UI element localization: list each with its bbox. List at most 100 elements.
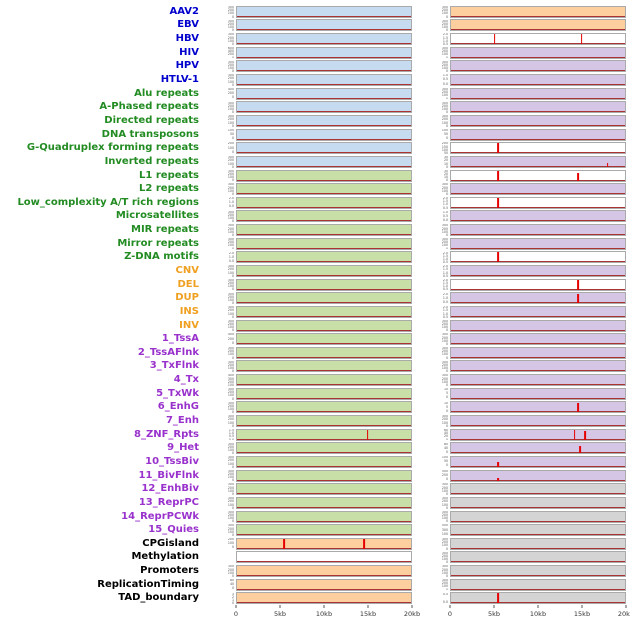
y-tick-label: 0 (231, 219, 234, 223)
y-tick-label: 0 (445, 164, 448, 168)
y-tick-label: 0 (231, 110, 234, 114)
y-tick-label: 0 (231, 28, 234, 32)
y-tick-label: 300 (441, 6, 448, 10)
right-y-axis-ticks: 500 250 0 (412, 470, 450, 482)
x-tick-label: 15kb (573, 610, 591, 619)
y-tick-label: 100 (441, 11, 448, 16)
left-track-panel (236, 251, 412, 264)
y-tick-label: 100 (227, 243, 234, 248)
y-tick-label: 0 (445, 423, 448, 427)
right-y-axis-ticks: 300 200 100 0 (412, 61, 450, 73)
left-y-axis-ticks: 300 200 100 0 (202, 443, 236, 455)
right-y-axis-ticks: 2.01.51.00.50.0 (412, 252, 450, 264)
track-row: 10_TssBiv 300 200 100 0 100 50 0 (0, 455, 630, 469)
signal-baseline (237, 547, 411, 549)
signal-spike (578, 446, 581, 454)
left-track-panel (236, 428, 412, 441)
y-tick-label: 100 (227, 570, 234, 575)
y-tick-label: 0 (445, 560, 448, 564)
y-tick-label: 0 (445, 382, 448, 386)
y-tick-label: 300 (227, 456, 234, 460)
y-tick-label: 0 (231, 164, 234, 168)
y-tick-label: 30 (443, 169, 448, 173)
y-tick-label: 300 (441, 415, 448, 419)
x-tick-label: 10kb (315, 610, 333, 619)
left-track-panel (236, 524, 412, 537)
y-tick-label: 100 (227, 311, 234, 316)
y-tick-label: 0 (445, 192, 448, 195)
left-y-axis-ticks: 300 200 100 0 (202, 306, 236, 318)
y-tick-label: 200 (227, 226, 234, 231)
y-tick-label: 0 (445, 437, 448, 441)
left-track-panel (236, 5, 412, 18)
left-track-panel (236, 74, 412, 87)
y-tick-label: 50 (443, 151, 448, 154)
row-label: AAV2 (169, 5, 200, 17)
right-y-axis-ticks: 80 40 0 (412, 443, 450, 455)
track-row: MIR repeats 300 200 100 0 300 200 100 0 (0, 223, 630, 237)
track-row: Low_complexity A/T rich regions 2.0 1.0 0.0… (0, 196, 630, 210)
left-track-panel (236, 278, 412, 291)
y-tick-label: 0 (445, 69, 448, 73)
row-label: 13_ReprPC (138, 496, 199, 508)
y-tick-label: 0 (231, 396, 234, 400)
y-tick-label: 0.5 (442, 314, 448, 318)
y-tick-label: 200 (441, 103, 448, 108)
x-tick-label: 20kb (403, 610, 421, 619)
y-tick-label: 200 (227, 267, 234, 272)
y-tick-label: 0 (231, 328, 234, 332)
signal-spike (493, 34, 496, 45)
y-tick-label: 1.5 (442, 199, 448, 204)
y-tick-label: 0 (231, 451, 234, 455)
y-tick-label: 100 (227, 541, 234, 546)
right-track-panel (450, 210, 626, 223)
y-tick-label: 200 (227, 349, 234, 354)
right-track-panel (450, 524, 626, 537)
left-track-panel (236, 101, 412, 114)
y-tick-label: 200 (227, 526, 234, 531)
y-tick-label: 100 (227, 475, 234, 480)
y-tick-label: 0 (231, 519, 234, 523)
right-y-axis-ticks: 30 20 10 0 (412, 156, 450, 168)
y-tick-label: 200 (441, 581, 448, 586)
signal-baseline (451, 329, 625, 331)
signal-baseline (451, 520, 625, 522)
track-row: Mirror repeats 300 200 100 0 300 200 100 0 (0, 237, 630, 251)
signal-baseline (451, 356, 625, 358)
y-tick-label: 0 (445, 573, 448, 577)
row-label: TAD_boundary (118, 592, 199, 604)
right-y-axis-ticks: 300 200 100 0 (412, 579, 450, 591)
y-tick-label: 400 (227, 87, 234, 91)
y-tick-label: 200 (441, 49, 448, 54)
right-y-axis-ticks: 2.01.51.00.50.0 (412, 279, 450, 291)
y-tick-label: 300 (441, 527, 448, 532)
y-tick-label: 50 (229, 131, 234, 136)
signal-baseline (451, 193, 625, 195)
signal-spike (577, 173, 579, 181)
y-tick-label: 0 (231, 423, 234, 427)
y-tick-label: 100 (227, 120, 234, 125)
y-tick-label: 100 (227, 161, 234, 166)
right-track-panel (450, 183, 626, 196)
track-row: AAV2 300 200 100 0 300 200 100 0 (0, 5, 630, 19)
signal-baseline (237, 520, 411, 522)
right-track-panel (450, 46, 626, 59)
y-tick-label: 0 (231, 69, 234, 73)
right-track-panel (450, 565, 626, 578)
y-tick-label: 200 (227, 458, 234, 463)
x-tick-label: 15kb (359, 610, 377, 619)
track-row: 2_TssAFlnk 300 200 100 0 300 200 100 0 (0, 346, 630, 360)
track-row: Microsatellites 300 200 100 0 1.0 0.5 0.0 (0, 210, 630, 224)
signal-spike (584, 431, 586, 440)
row-label: MIR repeats (131, 224, 199, 236)
y-tick-label: 0.0 (228, 204, 234, 209)
y-tick-label: 100 (227, 175, 234, 180)
y-tick-label: 100 (227, 382, 234, 386)
y-tick-label: 200 (227, 212, 234, 217)
left-y-axis-ticks: 300 200 100 0 (202, 20, 236, 32)
left-y-axis-ticks: 300 200 100 0 (202, 388, 236, 400)
y-tick-label: 0 (445, 246, 448, 250)
right-track-panel (450, 33, 626, 46)
